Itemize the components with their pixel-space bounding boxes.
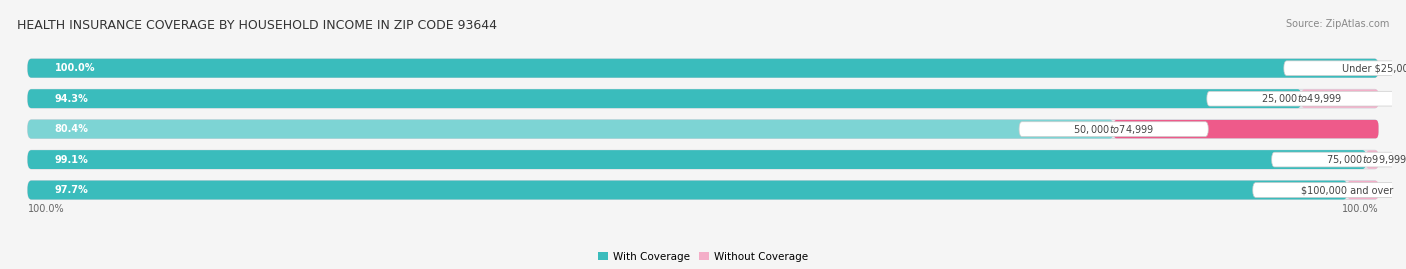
Text: $25,000 to $49,999: $25,000 to $49,999 bbox=[1261, 92, 1343, 105]
FancyBboxPatch shape bbox=[28, 89, 1378, 108]
Text: HEALTH INSURANCE COVERAGE BY HOUSEHOLD INCOME IN ZIP CODE 93644: HEALTH INSURANCE COVERAGE BY HOUSEHOLD I… bbox=[17, 19, 496, 32]
FancyBboxPatch shape bbox=[1302, 90, 1378, 108]
FancyBboxPatch shape bbox=[1347, 181, 1378, 199]
Text: $75,000 to $99,999: $75,000 to $99,999 bbox=[1326, 153, 1406, 166]
FancyBboxPatch shape bbox=[28, 120, 1114, 139]
Text: 99.1%: 99.1% bbox=[55, 155, 89, 165]
FancyBboxPatch shape bbox=[1114, 120, 1378, 138]
FancyBboxPatch shape bbox=[28, 150, 1378, 169]
Text: 100.0%: 100.0% bbox=[1341, 204, 1378, 214]
Text: 94.3%: 94.3% bbox=[55, 94, 89, 104]
Text: $100,000 and over: $100,000 and over bbox=[1301, 185, 1393, 195]
FancyBboxPatch shape bbox=[28, 89, 1302, 108]
FancyBboxPatch shape bbox=[1253, 183, 1406, 197]
FancyBboxPatch shape bbox=[1367, 150, 1378, 169]
FancyBboxPatch shape bbox=[1271, 152, 1406, 167]
FancyBboxPatch shape bbox=[28, 150, 1367, 169]
Text: Under $25,000: Under $25,000 bbox=[1343, 63, 1406, 73]
FancyBboxPatch shape bbox=[1019, 122, 1208, 136]
FancyBboxPatch shape bbox=[28, 180, 1378, 200]
Text: 80.4%: 80.4% bbox=[55, 124, 89, 134]
Text: 100.0%: 100.0% bbox=[28, 204, 65, 214]
Text: 100.0%: 100.0% bbox=[55, 63, 96, 73]
FancyBboxPatch shape bbox=[1284, 61, 1406, 76]
FancyBboxPatch shape bbox=[28, 59, 1378, 78]
Text: $50,000 to $74,999: $50,000 to $74,999 bbox=[1073, 123, 1154, 136]
FancyBboxPatch shape bbox=[1206, 91, 1396, 106]
Text: Source: ZipAtlas.com: Source: ZipAtlas.com bbox=[1285, 19, 1389, 29]
FancyBboxPatch shape bbox=[28, 180, 1347, 200]
Text: 97.7%: 97.7% bbox=[55, 185, 89, 195]
Legend: With Coverage, Without Coverage: With Coverage, Without Coverage bbox=[593, 247, 813, 266]
FancyBboxPatch shape bbox=[28, 59, 1378, 78]
FancyBboxPatch shape bbox=[28, 120, 1378, 139]
